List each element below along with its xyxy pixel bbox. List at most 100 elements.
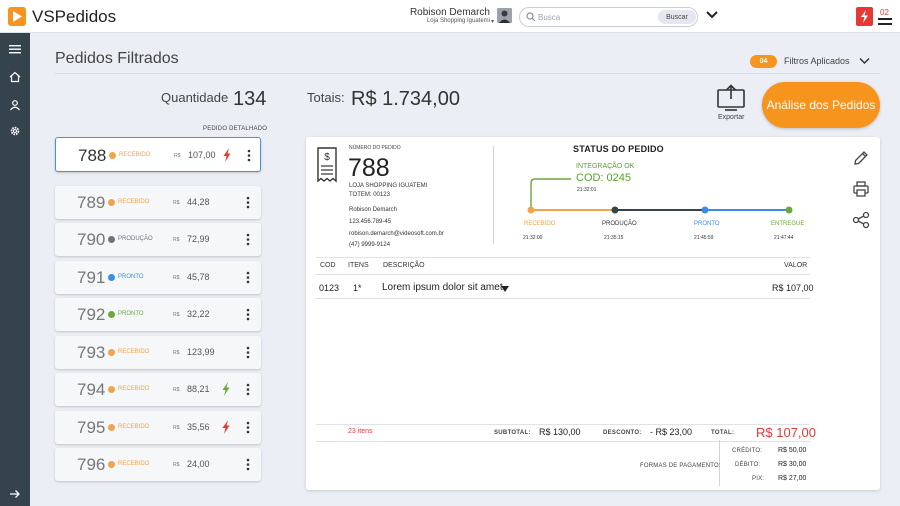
detailed-order-header: PEDIDO DETALHADO [203, 126, 268, 132]
timeline-label-entregue: ENTREGUE [771, 221, 805, 227]
export-label[interactable]: Exportar [718, 114, 745, 121]
status-badge: PRONTO [118, 311, 144, 317]
order-number: 788 [348, 154, 390, 182]
totem-id: TOTEM: 00123 [349, 192, 390, 198]
search-icon [526, 12, 536, 22]
home-icon[interactable] [9, 71, 21, 83]
status-dot [108, 199, 115, 206]
col-header-itens: ITENS [348, 262, 369, 269]
receipt-icon: $ [317, 147, 337, 183]
avatar[interactable] [497, 8, 512, 23]
status-dot [109, 152, 116, 159]
print-icon[interactable] [852, 180, 870, 198]
order-detail-panel: $ NÚMERO DO PEDIDO 788 LOJA SHOPPING IGU… [306, 137, 880, 490]
chevron-down-icon[interactable] [705, 10, 719, 20]
order-card[interactable]: 795 RECEBIDO R$ 35,56 [55, 411, 261, 444]
order-card[interactable]: 789 RECEBIDO R$ 44,28 [55, 186, 261, 219]
order-value: 107,00 [188, 150, 216, 160]
customer-document: 123.456.789-45 [349, 219, 392, 225]
status-dot [108, 236, 115, 243]
more-options-icon[interactable] [246, 346, 250, 359]
customer-phone: (47) 9999-9124 [349, 242, 391, 248]
export-icon[interactable] [716, 84, 746, 112]
filters-applied-label[interactable]: Filtros Aplicados [784, 56, 850, 66]
bolt-icon [222, 382, 230, 396]
more-options-icon[interactable] [247, 149, 251, 162]
user-caret-icon[interactable]: ▾ [491, 19, 495, 25]
share-icon[interactable] [852, 211, 870, 229]
order-value: 44,28 [187, 197, 210, 207]
hamburger-icon[interactable] [9, 43, 21, 55]
search-input[interactable] [538, 10, 648, 24]
order-card[interactable]: 793 RECEBIDO R$ 123,99 [55, 336, 261, 369]
more-options-icon[interactable] [246, 308, 250, 321]
status-badge: RECEBIDO [118, 199, 150, 205]
discount-label: DESCONTO: [603, 430, 642, 436]
items-count: 23 itens [348, 428, 373, 435]
currency-label: R$ [173, 387, 180, 393]
more-options-icon[interactable] [246, 233, 250, 246]
currency-label: R$ [173, 350, 180, 356]
bolt-icon [223, 148, 231, 162]
order-number: 791 [77, 268, 106, 287]
order-analysis-button[interactable]: Análise dos Pedidos [762, 82, 880, 128]
status-badge: RECEBIDO [118, 461, 150, 467]
more-options-icon[interactable] [246, 383, 250, 396]
order-card[interactable]: 788 RECEBIDO R$ 107,00 [55, 137, 261, 172]
divider [316, 274, 810, 275]
payment-debit-value: R$ 30,00 [778, 461, 807, 468]
more-options-icon[interactable] [246, 421, 250, 434]
more-options-icon[interactable] [246, 196, 250, 209]
item-description[interactable]: Lorem ipsum dolor sit amet [382, 282, 503, 293]
user-name[interactable]: Robison Demarch [409, 7, 490, 18]
integration-status: INTEGRAÇÃO OK [576, 163, 635, 170]
search-button[interactable]: Buscar [658, 10, 696, 24]
status-title: STATUS DO PEDIDO [573, 144, 664, 154]
order-number: 790 [77, 230, 106, 249]
divider [316, 257, 810, 258]
notification-icon[interactable] [856, 7, 873, 26]
divider [55, 73, 880, 74]
discount-value: - R$ 23,00 [650, 427, 693, 437]
order-value: 32,22 [187, 309, 210, 319]
customer-name: Robison Demarch [349, 207, 398, 213]
status-badge: RECEBIDO [118, 386, 150, 392]
payment-credit-value: R$ 50,00 [778, 447, 807, 454]
menu-icon[interactable] [878, 18, 892, 26]
order-card[interactable]: 796 RECEBIDO R$ 24,00 [55, 448, 261, 481]
top-bar: VSPedidos Robison Demarch Loja Shopping … [0, 0, 900, 33]
order-number: 789 [77, 193, 106, 212]
more-options-icon[interactable] [246, 271, 250, 284]
more-options-icon[interactable] [246, 458, 250, 471]
filters-count-badge[interactable]: 04 [750, 55, 777, 68]
status-timeline [527, 178, 793, 214]
order-value: 123,99 [187, 347, 215, 357]
customer-email[interactable]: robison.demarch@videosoft.com.br [349, 231, 444, 237]
order-card[interactable]: 792 PRONTO R$ 32,22 [55, 298, 261, 331]
divider [316, 298, 810, 299]
currency-label: R$ [173, 312, 180, 318]
order-value: 24,00 [187, 459, 210, 469]
app-name: VSPedidos [32, 7, 117, 26]
total-label: TOTAL: [711, 430, 735, 436]
col-header-cod: COD [320, 262, 336, 269]
order-card[interactable]: 790 PRODUÇÃO R$ 72,99 [55, 223, 261, 256]
item-cod: 0123 [319, 283, 340, 293]
currency-label: R$ [173, 425, 180, 431]
item-quantity: 1* [353, 283, 362, 293]
edit-icon[interactable] [852, 149, 870, 167]
payment-pix-value: R$ 27,00 [778, 475, 807, 482]
svg-text:$: $ [324, 152, 330, 163]
order-value: 45,78 [187, 272, 210, 282]
divider [316, 441, 810, 442]
timeline-dot-recebido [527, 206, 535, 214]
caret-down-icon[interactable] [501, 286, 509, 292]
expand-arrow-icon[interactable] [9, 488, 21, 500]
gear-icon[interactable] [9, 125, 21, 137]
user-icon[interactable] [9, 99, 21, 111]
divider [719, 440, 720, 486]
order-card[interactable]: 791 PRONTO R$ 45,78 [55, 261, 261, 294]
chevron-down-icon[interactable] [859, 57, 870, 65]
order-card[interactable]: 794 RECEBIDO R$ 88,21 [55, 373, 261, 406]
side-nav [0, 33, 30, 506]
